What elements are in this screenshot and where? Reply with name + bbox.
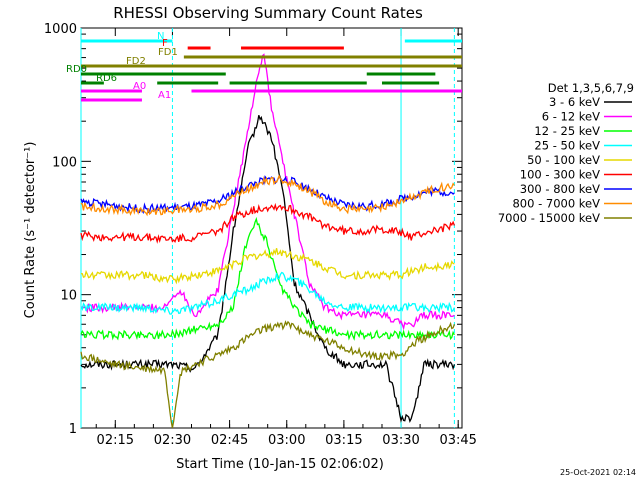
series-line-0 xyxy=(80,115,456,423)
series-lines xyxy=(80,53,456,429)
legend-label: 50 - 100 keV xyxy=(527,153,600,167)
x-axis-label: Start Time (10-Jan-15 02:06:02) xyxy=(176,457,384,472)
legend-header: Det 1,3,5,6,7,9 xyxy=(548,81,634,95)
flag-label: FD2 xyxy=(126,56,146,67)
legend-label: 7000 - 15000 keV xyxy=(498,211,600,225)
chart-title: RHESSI Observing Summary Count Rates xyxy=(113,4,423,22)
series-line-4 xyxy=(80,248,455,285)
legend-label: 300 - 800 keV xyxy=(520,182,600,196)
legend-label: 6 - 12 keV xyxy=(542,110,600,124)
flag-label: N xyxy=(157,31,164,42)
flag-label: RD0 xyxy=(66,64,87,75)
series-line-7 xyxy=(80,174,455,217)
axes: 02:15 02:30 02:45 03:00 03:15 03:30 03:45 1 10 10… xyxy=(44,22,477,448)
x-tick-label: 03:00 xyxy=(268,433,305,448)
legend-label: 100 - 300 keV xyxy=(520,168,600,182)
x-tick-label: 02:45 xyxy=(211,433,248,448)
legend-label: 12 - 25 keV xyxy=(534,124,600,138)
x-tick-label: 03:15 xyxy=(325,433,362,448)
flag-label: RD6 xyxy=(96,73,117,84)
legend-label: 800 - 7000 keV xyxy=(512,197,600,211)
flag-label: F xyxy=(162,38,168,49)
series-line-8 xyxy=(80,320,456,429)
y-tick-label: 1000 xyxy=(44,22,77,37)
vertical-markers xyxy=(80,28,455,428)
series-line-1 xyxy=(80,53,455,331)
x-tick-label: 02:30 xyxy=(154,433,191,448)
y-tick-label: 100 xyxy=(52,155,77,170)
x-tick-label: 03:30 xyxy=(382,433,419,448)
x-tick-label: 03:45 xyxy=(439,433,476,448)
legend-label: 25 - 50 keV xyxy=(534,139,600,153)
series-line-3 xyxy=(80,271,455,315)
series-line-2 xyxy=(80,216,455,341)
y-axis-label: Count Rate (s⁻¹ detector⁻¹) xyxy=(23,142,38,319)
series-line-5 xyxy=(80,202,456,244)
y-tick-label: 1 xyxy=(69,422,77,437)
footer-timestamp: 25-Oct-2021 02:14 xyxy=(560,468,636,477)
y-tick-label: 10 xyxy=(60,289,77,304)
x-tick-label: 02:15 xyxy=(97,433,134,448)
flag-label: A1 xyxy=(158,90,171,101)
flag-label: A0 xyxy=(133,81,146,92)
legend-label: 3 - 6 keV xyxy=(549,95,600,109)
flag-label: FD1 xyxy=(158,47,178,58)
